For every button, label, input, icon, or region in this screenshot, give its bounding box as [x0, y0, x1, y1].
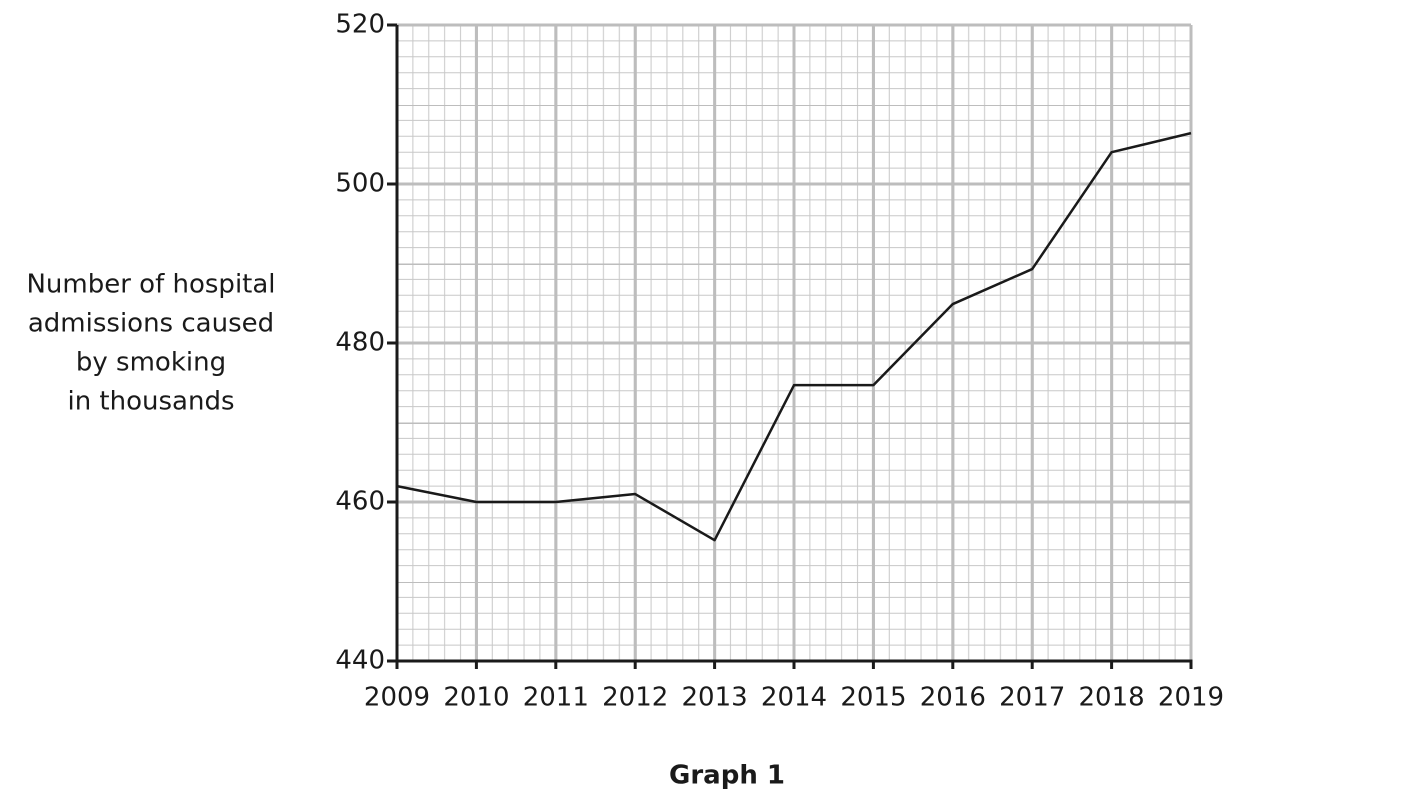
x-tick-label: 2012 [602, 683, 668, 713]
x-tick-label: 2013 [682, 683, 748, 713]
y-axis-label: Number of hospital [26, 270, 275, 300]
x-tick-label: 2015 [840, 683, 906, 713]
x-tick-label: 2017 [999, 683, 1065, 713]
x-tick-label: 2011 [523, 683, 589, 713]
y-tick-label: 480 [335, 328, 385, 358]
x-tick-label: 2016 [920, 683, 986, 713]
y-tick-label: 520 [335, 10, 385, 40]
x-tick-label: 2014 [761, 683, 827, 713]
chart-title: Graph 1 [669, 761, 785, 791]
x-tick-label: 2010 [443, 683, 509, 713]
data-line [396, 131, 1192, 542]
x-tick-label: 2019 [1158, 683, 1224, 713]
y-tick-label: 500 [335, 169, 385, 199]
x-tick-label: 2018 [1079, 683, 1145, 713]
y-axis-label: in thousands [67, 387, 234, 417]
y-axis-label: by smoking [76, 348, 226, 378]
y-tick-label: 440 [335, 646, 385, 676]
y-tick-label: 460 [335, 487, 385, 517]
y-axis-label: admissions caused [28, 309, 274, 339]
x-tick-label: 2009 [364, 683, 430, 713]
